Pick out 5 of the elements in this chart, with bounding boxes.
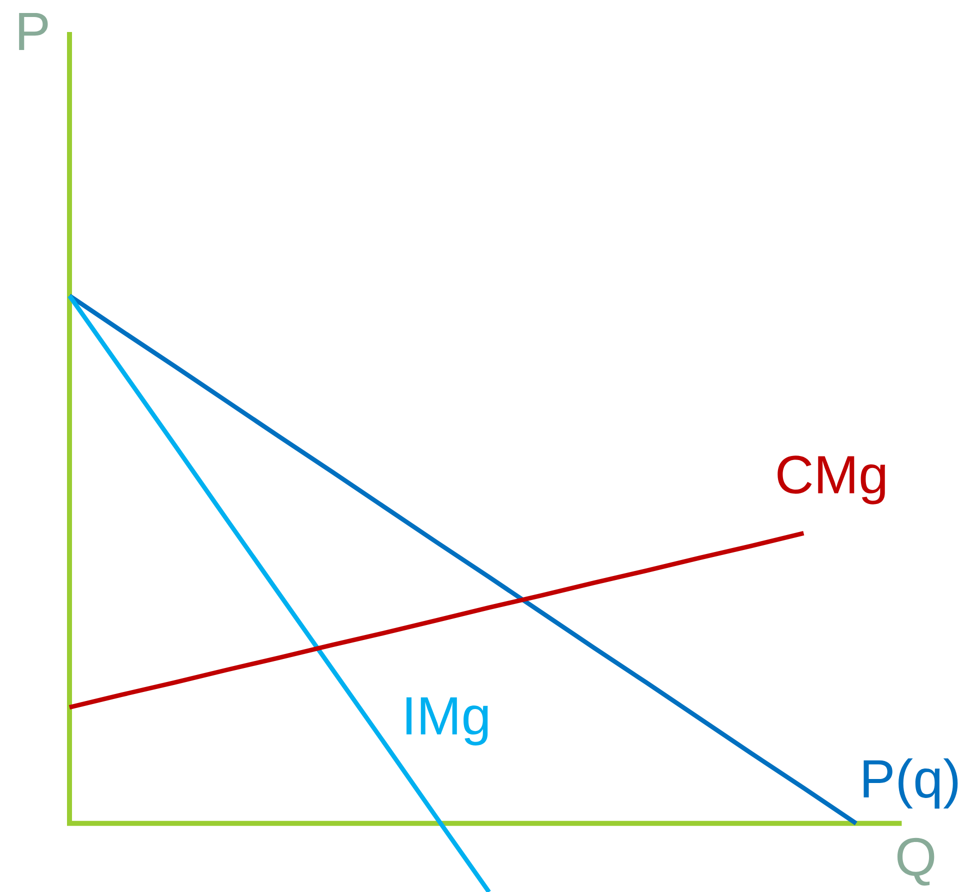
series-label: CMg	[778, 456, 886, 504]
series-label: P(q)	[864, 758, 958, 809]
y-axis-title: P	[19, 12, 48, 50]
series-label: IMg	[406, 697, 488, 746]
x-axis-title: Q	[897, 838, 934, 886]
